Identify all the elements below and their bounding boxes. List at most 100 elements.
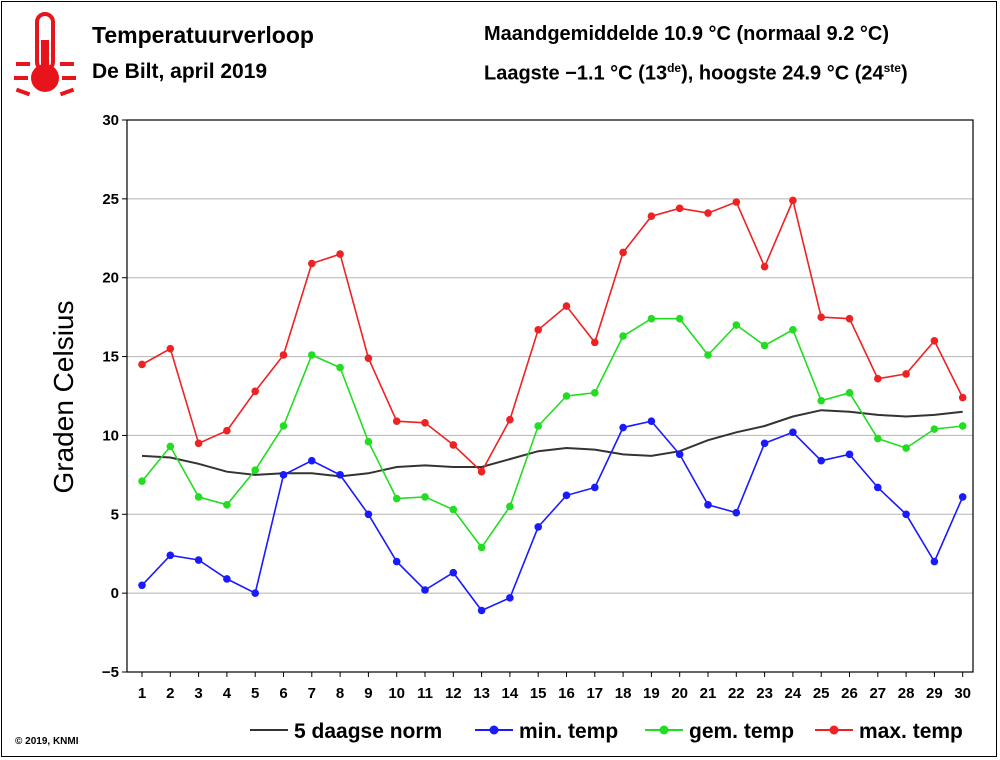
data-point [449, 568, 458, 577]
data-point [251, 466, 259, 474]
legend-label: min. temp [519, 720, 618, 743]
x-tick-label: 26 [841, 685, 858, 702]
data-point [477, 467, 486, 476]
x-tick-label: 9 [364, 685, 372, 702]
data-point [789, 428, 797, 437]
data-point [279, 351, 288, 359]
plot-area [126, 119, 974, 673]
x-tick-label: 28 [898, 685, 915, 702]
series-line-4 [141, 197, 964, 473]
legend-label: 5 daagse norm [294, 720, 442, 743]
data-point [392, 494, 401, 503]
series-line-1 [141, 409, 963, 478]
y-tick-label: 10 [102, 427, 119, 444]
data-point [534, 325, 542, 334]
extremes-sup-lowest: de [667, 61, 682, 75]
extremes-sup-highest: ste [883, 61, 901, 75]
series-line-3 [141, 317, 963, 549]
x-tick-label: 8 [336, 685, 344, 702]
x-tick-label: 25 [813, 685, 830, 702]
legend-marker [829, 725, 839, 735]
data-point [958, 393, 967, 402]
data-point [506, 502, 514, 511]
x-tick-label: 23 [756, 685, 773, 702]
data-point [251, 589, 259, 597]
data-point [138, 360, 146, 369]
legend-marker [659, 725, 669, 735]
y-tick-label: 20 [102, 270, 119, 287]
x-tick-label: 12 [445, 685, 462, 702]
data-point [930, 337, 939, 345]
data-point [902, 370, 910, 378]
data-point [675, 450, 684, 459]
extremes-end: ) [900, 62, 908, 85]
x-tick-label: 2 [166, 685, 174, 702]
data-point [138, 477, 146, 485]
chart-subtitle: De Bilt, april 2019 [92, 60, 268, 83]
data-point [194, 556, 203, 564]
data-point [732, 508, 741, 517]
data-point [902, 510, 910, 519]
data-point [534, 422, 542, 430]
data-point [930, 425, 939, 433]
extremes-mid: ), hoogste 24.9 °C (24 [681, 62, 884, 85]
data-point [704, 351, 712, 359]
x-tick-label: 13 [473, 685, 490, 702]
data-point [732, 198, 741, 206]
data-point [619, 332, 627, 340]
thermometer-icon [14, 12, 76, 97]
data-point [223, 501, 231, 509]
data-point [874, 483, 882, 492]
data-point [336, 250, 344, 258]
data-point [364, 354, 373, 362]
data-point [675, 204, 684, 213]
x-tick-label: 22 [728, 685, 745, 702]
series-line-2 [141, 420, 964, 612]
data-point [534, 523, 542, 531]
copyright: © 2019, KNMI [15, 736, 79, 747]
x-tick-label: 16 [558, 685, 575, 702]
x-tick-label: 29 [926, 685, 943, 702]
data-point [647, 212, 656, 221]
data-point [506, 415, 514, 424]
x-tick-label: 5 [251, 685, 259, 702]
x-tick-label: 1 [138, 685, 146, 702]
data-point [421, 586, 429, 594]
data-point [874, 434, 882, 443]
data-point [364, 510, 373, 519]
data-point [194, 493, 203, 501]
data-point [704, 501, 712, 509]
data-point [336, 363, 344, 372]
x-tick-label: 11 [417, 685, 433, 702]
data-point [958, 493, 967, 501]
data-point [308, 259, 316, 268]
data-point [138, 581, 146, 590]
data-point [392, 557, 401, 566]
data-point [619, 423, 627, 432]
x-tick-label: 7 [308, 685, 316, 702]
x-tick-label: 3 [194, 685, 202, 702]
data-point [336, 471, 344, 479]
x-tick-label: 10 [388, 685, 405, 702]
data-point [449, 505, 458, 514]
chart-title: Temperatuurverloop [92, 22, 314, 48]
data-point [421, 419, 429, 427]
data-point [421, 493, 429, 501]
data-point [223, 575, 231, 583]
data-point [704, 209, 712, 217]
data-point [817, 313, 825, 321]
data-point [902, 444, 910, 452]
y-tick-label: −5 [102, 664, 119, 681]
data-point [845, 450, 854, 459]
data-point [308, 351, 316, 359]
data-point [732, 321, 741, 329]
data-point [760, 341, 769, 350]
data-point [562, 491, 571, 500]
y-tick-label: 15 [102, 349, 119, 366]
data-point [449, 441, 458, 449]
data-point [930, 557, 939, 566]
legend-label: max. temp [859, 720, 963, 743]
data-point [562, 392, 571, 400]
data-point [789, 196, 797, 205]
